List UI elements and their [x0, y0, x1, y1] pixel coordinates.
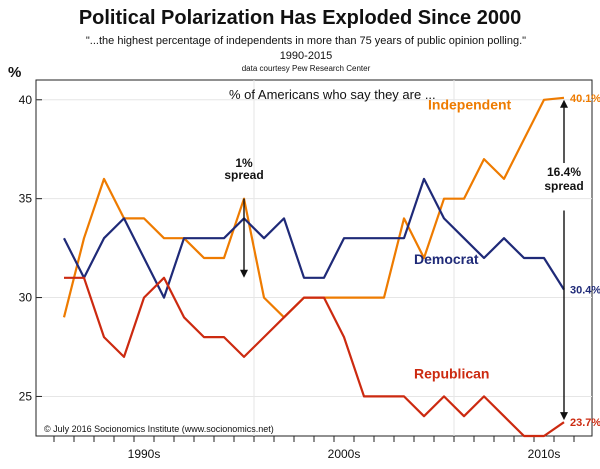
annotation-text: 16.4%: [547, 165, 581, 179]
y-tick-label: 30: [19, 291, 33, 305]
y-tick-label: 35: [19, 192, 33, 206]
x-tick-label: 2000s: [328, 447, 361, 461]
annotation-arrowhead: [240, 269, 248, 278]
series-line-republican: [64, 276, 565, 438]
series-line-independent: [62, 96, 565, 319]
x-tick-label: 1990s: [128, 447, 161, 461]
end-value-label-democrat: 30.4%: [570, 285, 600, 297]
spread-arrowhead-top: [560, 99, 568, 108]
chart-year-range: 1990-2015: [280, 50, 333, 62]
tick-layer: 25 30 35 40 1990s 2000s 2010s: [19, 93, 575, 461]
annotation-text: 1%: [235, 156, 253, 170]
chart-subtitle: "...the highest percentage of independen…: [86, 35, 526, 47]
annotation-text: spread: [224, 168, 263, 182]
intro-text: % of Americans who say they are ...: [229, 87, 436, 102]
y-tick-label: 25: [19, 389, 33, 403]
label-layer: Independent Democrat Republican 40.1% 30.4% 2…: [414, 93, 600, 429]
credit-text: © July 2016 Socionomics Institute (www.s…: [44, 424, 274, 434]
grid-layer: [36, 80, 592, 436]
x-tick-label: 2010s: [528, 447, 561, 461]
end-value-label-independent: 40.1%: [570, 93, 600, 105]
series-label-republican: Republican: [414, 366, 489, 382]
series-line-democrat: [63, 177, 565, 299]
series-label-independent: Independent: [428, 97, 512, 113]
y-axis-label: %: [8, 64, 21, 81]
y-tick-label: 40: [19, 93, 33, 107]
chart-title: Political Polarization Has Exploded Sinc…: [79, 7, 521, 29]
plot-area: [35, 79, 593, 437]
chart-source: data courtesy Pew Research Center: [242, 64, 371, 73]
annotation-layer: 1%spread 16.4%spread: [224, 99, 588, 421]
spread-label-backdrop: [540, 163, 588, 198]
spread-arrowhead-bottom: [560, 412, 568, 421]
annotation-text: spread: [544, 179, 583, 193]
series-label-democrat: Democrat: [414, 251, 479, 267]
end-value-label-republican: 23.7%: [570, 417, 600, 429]
line-layer: [62, 96, 565, 438]
